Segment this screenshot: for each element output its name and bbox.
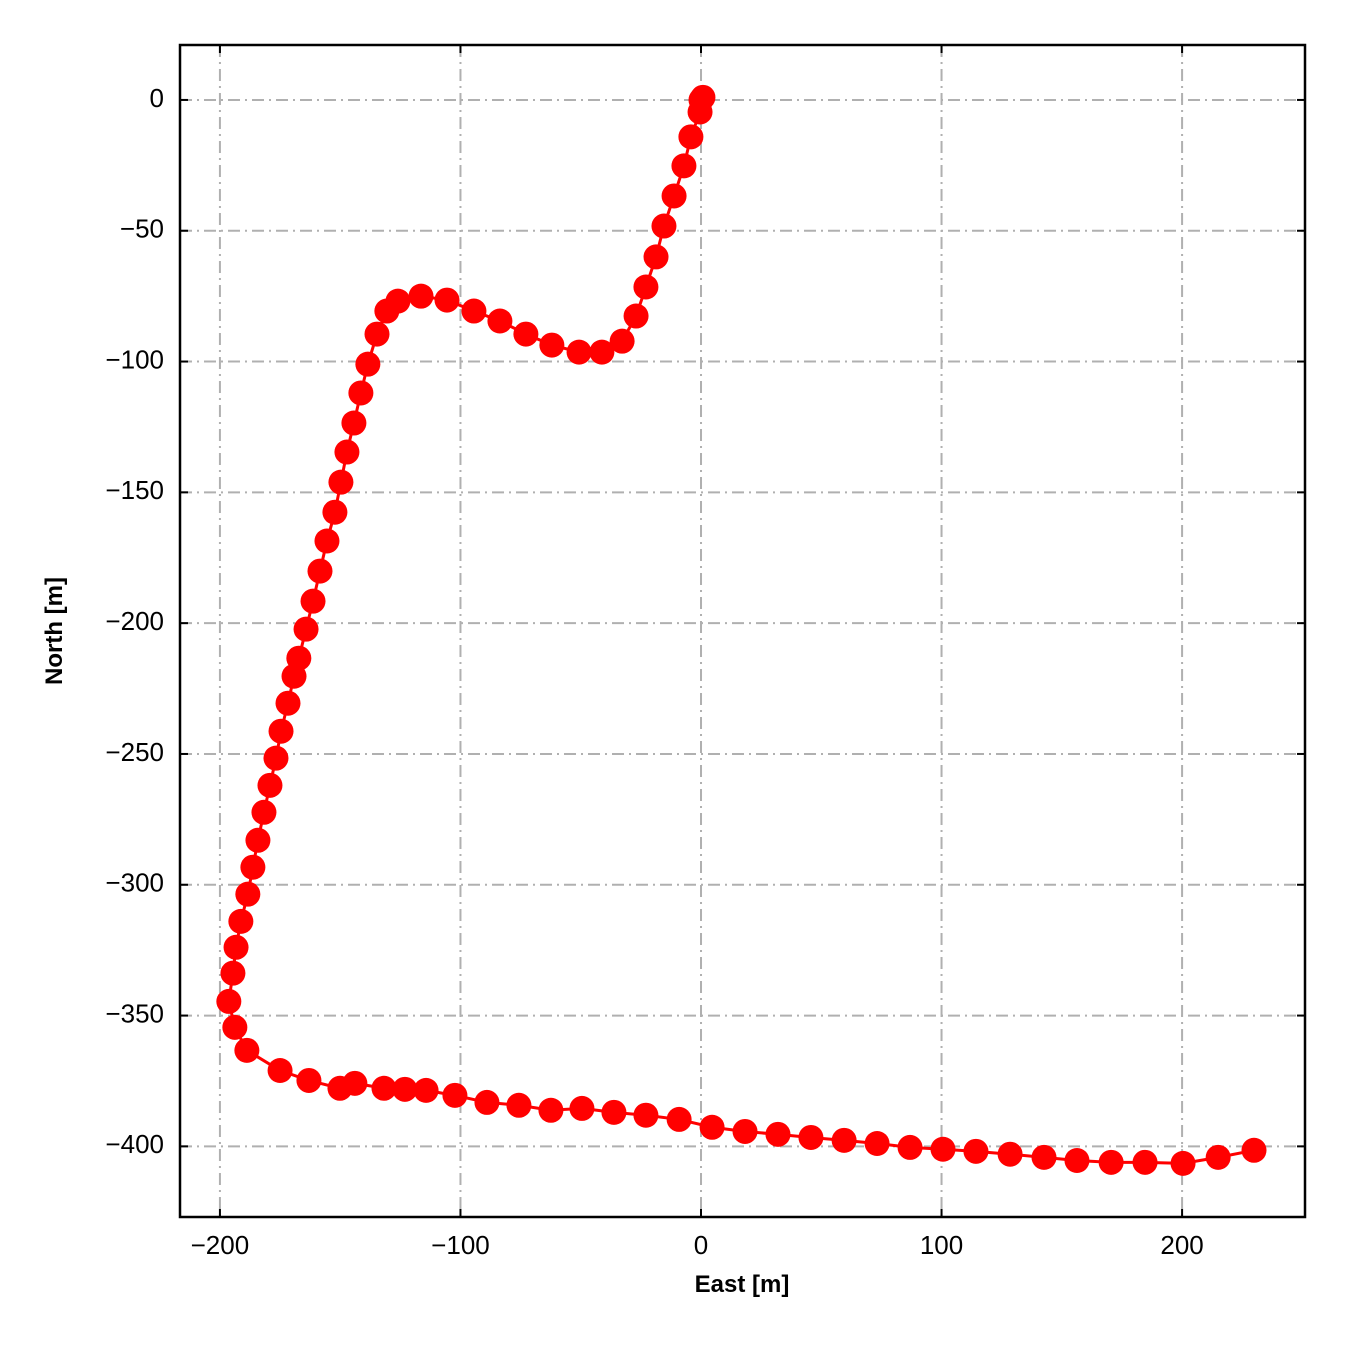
- marker: [223, 934, 249, 960]
- marker: [1031, 1144, 1057, 1170]
- marker: [538, 1097, 564, 1123]
- marker: [506, 1092, 532, 1118]
- marker: [251, 799, 277, 825]
- marker: [687, 99, 713, 125]
- marker: [268, 718, 294, 744]
- marker: [699, 1114, 725, 1140]
- marker: [1064, 1147, 1090, 1173]
- y-tick-label: −350: [105, 998, 164, 1028]
- marker: [408, 283, 434, 309]
- marker: [633, 274, 659, 300]
- marker: [235, 881, 261, 907]
- marker: [234, 1037, 260, 1063]
- marker: [1098, 1149, 1124, 1175]
- marker: [314, 528, 340, 554]
- marker: [487, 308, 513, 334]
- marker: [334, 439, 360, 465]
- marker: [328, 469, 354, 495]
- marker: [281, 663, 307, 689]
- marker: [513, 321, 539, 347]
- marker: [864, 1130, 890, 1156]
- marker: [601, 1099, 627, 1125]
- marker: [374, 298, 400, 324]
- y-tick-label: −200: [105, 606, 164, 636]
- y-axis-label: North [m]: [41, 577, 68, 685]
- marker: [228, 908, 254, 934]
- x-axis-label: East [m]: [695, 1271, 790, 1298]
- marker: [1241, 1137, 1267, 1163]
- marker: [275, 690, 301, 716]
- marker: [643, 244, 669, 270]
- marker: [341, 410, 367, 436]
- marker: [661, 183, 687, 209]
- x-tick-label: 100: [920, 1230, 963, 1260]
- marker: [267, 1058, 293, 1083]
- marker: [798, 1124, 824, 1150]
- marker: [392, 1076, 418, 1102]
- marker: [216, 988, 242, 1014]
- marker: [355, 351, 381, 377]
- marker: [569, 1095, 595, 1121]
- marker: [633, 1102, 659, 1128]
- x-tick-label: 0: [694, 1230, 708, 1260]
- y-tick-label: −50: [120, 214, 164, 244]
- marker: [651, 213, 677, 239]
- x-tick-label: −200: [191, 1230, 250, 1260]
- x-tick-label: −100: [431, 1230, 490, 1260]
- marker: [566, 339, 592, 365]
- y-tick-label: 0: [150, 83, 164, 113]
- marker: [245, 827, 271, 853]
- marker: [222, 1014, 248, 1040]
- marker: [461, 298, 487, 324]
- marker: [1132, 1149, 1158, 1175]
- marker: [240, 854, 266, 880]
- marker: [371, 1075, 397, 1101]
- marker: [348, 380, 374, 406]
- marker: [963, 1138, 989, 1164]
- trajectory-line: [227, 96, 1255, 1165]
- marker: [1205, 1144, 1231, 1170]
- marker: [322, 499, 348, 525]
- marker: [589, 339, 615, 365]
- marker: [296, 1067, 322, 1093]
- marker: [1170, 1150, 1196, 1176]
- marker: [307, 558, 333, 584]
- y-tick-label: −100: [105, 344, 164, 374]
- marker: [666, 1106, 692, 1132]
- marker: [609, 328, 635, 354]
- marker: [442, 1082, 468, 1108]
- marker: [300, 588, 326, 614]
- marker: [732, 1118, 758, 1144]
- marker: [997, 1141, 1023, 1167]
- marker: [293, 616, 319, 642]
- plot-frame: [178, 43, 1307, 1219]
- marker: [671, 153, 697, 179]
- y-tick-label: −250: [105, 737, 164, 767]
- y-tick-label: −150: [105, 475, 164, 505]
- marker: [678, 124, 704, 150]
- y-tick-label: −400: [105, 1129, 164, 1159]
- marker: [220, 960, 246, 986]
- marker: [342, 1070, 368, 1096]
- marker: [897, 1134, 923, 1160]
- y-tick-label: −300: [105, 868, 164, 898]
- marker: [413, 1077, 439, 1103]
- marker: [474, 1089, 500, 1115]
- marker: [930, 1136, 956, 1162]
- marker: [263, 745, 289, 771]
- marker: [623, 303, 649, 329]
- marker: [257, 772, 283, 798]
- marker: [765, 1121, 791, 1147]
- marker: [364, 321, 390, 347]
- marker: [434, 287, 460, 313]
- marker: [831, 1127, 857, 1153]
- x-tick-label: 200: [1160, 1230, 1203, 1260]
- marker: [539, 332, 565, 358]
